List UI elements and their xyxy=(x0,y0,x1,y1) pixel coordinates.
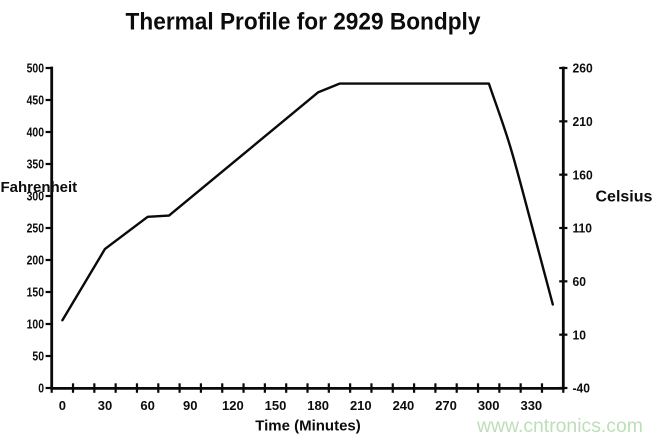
svg-text:Thermal Profile for 2929 Bondp: Thermal Profile for 2929 Bondply xyxy=(126,8,481,35)
svg-text:180: 180 xyxy=(307,398,329,413)
svg-text:500: 500 xyxy=(27,62,45,76)
svg-text:50: 50 xyxy=(32,350,44,364)
svg-text:10: 10 xyxy=(573,328,586,342)
svg-text:90: 90 xyxy=(183,398,197,413)
svg-text:400: 400 xyxy=(27,126,45,140)
svg-text:0: 0 xyxy=(59,398,66,413)
svg-text:0: 0 xyxy=(38,382,44,396)
svg-text:160: 160 xyxy=(573,168,593,182)
svg-text:250: 250 xyxy=(27,222,45,236)
svg-text:100: 100 xyxy=(27,318,45,332)
svg-text:60: 60 xyxy=(140,398,154,413)
svg-text:300: 300 xyxy=(27,190,45,204)
svg-text:240: 240 xyxy=(393,398,415,413)
svg-text:Fahrenheit: Fahrenheit xyxy=(1,179,78,196)
svg-text:Time (Minutes): Time (Minutes) xyxy=(255,418,361,435)
svg-text:30: 30 xyxy=(98,398,112,413)
svg-text:120: 120 xyxy=(222,398,244,413)
svg-text:60: 60 xyxy=(573,275,586,289)
svg-text:110: 110 xyxy=(573,221,593,235)
svg-text:150: 150 xyxy=(265,398,287,413)
svg-text:300: 300 xyxy=(478,398,500,413)
svg-text:-40: -40 xyxy=(573,381,590,395)
svg-text:350: 350 xyxy=(27,158,45,172)
svg-text:450: 450 xyxy=(27,94,45,108)
svg-text:Celsius: Celsius xyxy=(596,189,653,206)
svg-text:150: 150 xyxy=(27,286,45,300)
svg-text:270: 270 xyxy=(435,398,457,413)
svg-text:210: 210 xyxy=(350,398,372,413)
svg-text:www.cntronics.com: www.cntronics.com xyxy=(476,415,643,437)
svg-text:210: 210 xyxy=(573,115,593,129)
svg-text:260: 260 xyxy=(573,61,593,75)
svg-text:330: 330 xyxy=(520,398,542,413)
svg-text:200: 200 xyxy=(27,254,45,268)
